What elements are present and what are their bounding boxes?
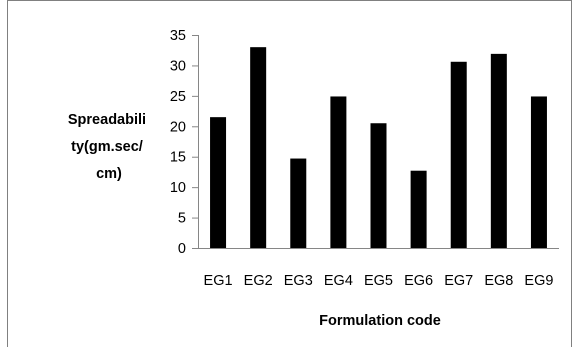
x-tick-label: EG9 (524, 273, 553, 289)
y-axis-ticks: 0 5 10 15 20 25 30 35 (170, 28, 198, 257)
y-tick-label: 30 (170, 58, 186, 74)
y-axis-label-line-1: Spreadabili (68, 112, 146, 128)
x-tick-label: EG4 (324, 273, 353, 289)
y-tick-label: 5 (178, 211, 186, 227)
bar-eg6 (410, 170, 427, 248)
y-axis-label-line-2: ty(gm.sec/ (71, 139, 143, 155)
bar-eg1 (210, 117, 227, 249)
bar-eg5 (370, 123, 387, 248)
x-tick-label: EG7 (444, 273, 473, 289)
bar-eg2 (250, 47, 267, 248)
y-tick-label: 15 (170, 150, 186, 166)
bars (210, 47, 547, 249)
x-tick-label: EG6 (404, 273, 433, 289)
bar-eg7 (450, 61, 467, 248)
x-tick-label: EG2 (244, 273, 273, 289)
chart-border (7, 0, 572, 347)
y-tick-label: 10 (170, 180, 186, 196)
bar-eg9 (530, 96, 547, 248)
y-tick-label: 25 (170, 89, 186, 105)
bar-eg4 (330, 96, 347, 248)
x-tick-label: EG5 (364, 273, 393, 289)
x-axis-label: Formulation code (319, 313, 441, 329)
x-axis-ticks: EG1 EG2 EG3 EG4 EG5 EG6 EG7 EG8 EG9 (204, 273, 554, 289)
y-axis-label-line-3: cm) (96, 166, 122, 182)
bar-eg8 (490, 53, 507, 248)
x-tick-label: EG3 (284, 273, 313, 289)
y-tick-label: 35 (170, 28, 186, 44)
bar-eg3 (290, 158, 307, 248)
x-tick-label: EG1 (204, 273, 233, 289)
y-tick-label: 20 (170, 119, 186, 135)
x-tick-label: EG8 (484, 273, 513, 289)
y-axis-label: Spreadabili ty(gm.sec/ cm) (68, 112, 150, 182)
y-tick-label: 0 (178, 241, 186, 257)
